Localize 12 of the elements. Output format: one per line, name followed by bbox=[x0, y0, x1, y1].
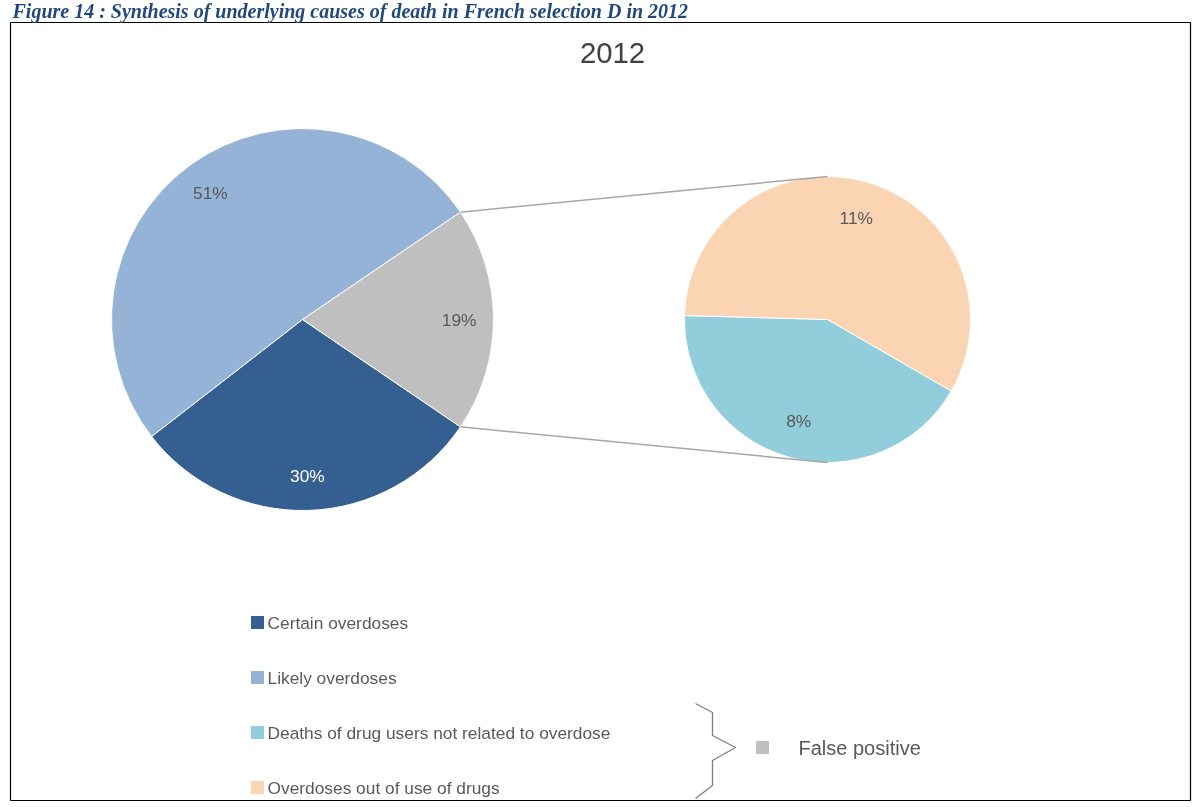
chart-title: 2012 bbox=[579, 35, 646, 69]
legend-label: Deaths of drug users not related to overdose bbox=[267, 722, 611, 743]
legend-label: Overdoses out of use of drugs bbox=[267, 777, 500, 798]
data-label: 51% bbox=[193, 182, 228, 203]
legend-label: Likely overdoses bbox=[267, 667, 397, 688]
legend-label: False positive bbox=[798, 736, 921, 759]
data-label: 8% bbox=[786, 411, 812, 432]
legend-label: Certain overdoses bbox=[267, 612, 409, 633]
data-label: 19% bbox=[441, 309, 477, 330]
data-label: 30% bbox=[290, 466, 325, 487]
data-label: 11% bbox=[839, 207, 873, 228]
caption: Figure 14 : Synthesis of underlying causes of death in French selection D in 2012 bbox=[11, 0, 689, 23]
